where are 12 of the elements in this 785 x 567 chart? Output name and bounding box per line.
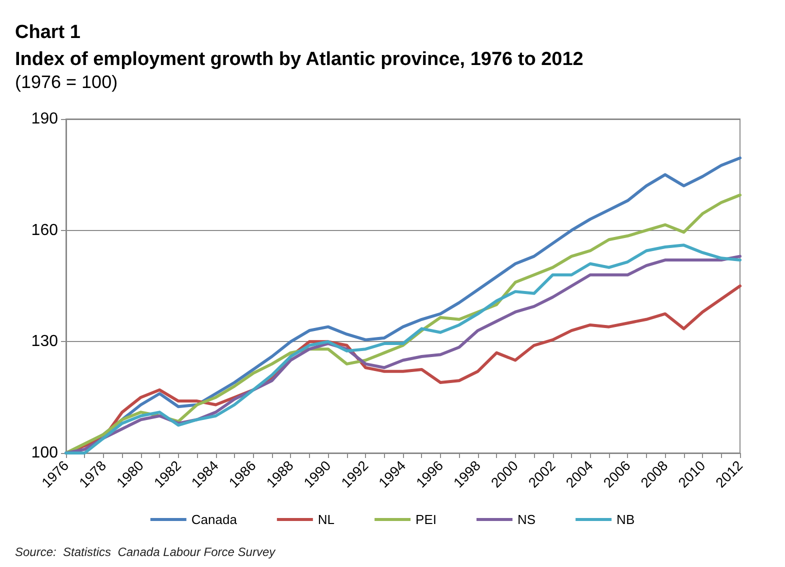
chart-title: Chart 1 Index of employment growth by Atlantic province, 1976 to 2012 [15,22,584,70]
y-tick-label: 130 [31,333,58,350]
source-note: Source: Statistics Canada Labour Force Survey [15,545,276,559]
y-tick-label: 190 [31,110,58,128]
chart-subtitle: (1976 = 100) [15,72,118,92]
legend-label: NB [616,512,635,527]
y-tick-label: 160 [31,222,58,239]
legend-label: PEI [416,512,437,527]
legend-label: Canada [191,512,238,527]
legend-label: NL [318,512,335,527]
legend-label: NS [517,512,536,527]
y-tick-label: 100 [31,444,58,462]
